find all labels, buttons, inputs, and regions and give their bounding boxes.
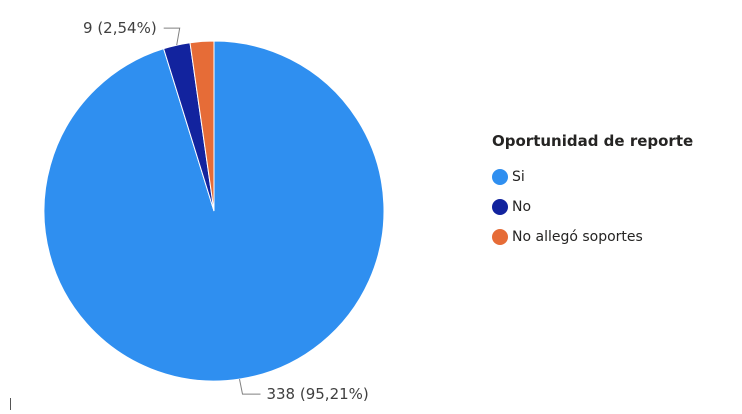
data-labels: 338 (95,21%) 9 (2,54%)	[83, 19, 369, 403]
legend-title: Oportunidad de reporte	[492, 132, 694, 150]
legend-item-no-allego-soportes[interactable]: No allegó soportes	[492, 222, 693, 252]
data-label-no: 9 (2,54%)	[83, 19, 157, 37]
pie-slices	[43, 40, 385, 382]
legend-items: Si No No allegó soportes	[492, 162, 693, 252]
legend-item-label: No allegó soportes	[512, 229, 643, 245]
legend-item-label: No	[512, 199, 532, 215]
legend-color-dot	[492, 169, 508, 185]
stray-tick-mark	[10, 398, 11, 410]
legend-item-label: Si	[512, 169, 525, 185]
legend-color-dot	[492, 199, 508, 215]
leader-lines	[163, 27, 261, 395]
legend: Oportunidad de reporte Si No No allegó sop…	[492, 132, 693, 252]
pie-slice-no-allego-soportes[interactable]	[189, 40, 215, 212]
leader-line-no	[163, 27, 181, 46]
legend-item-si[interactable]: Si	[492, 162, 693, 192]
leader-line-si	[239, 379, 261, 395]
legend-item-no[interactable]: No	[492, 192, 693, 222]
legend-color-dot	[492, 229, 508, 245]
data-label-si: 338 (95,21%)	[266, 385, 368, 403]
